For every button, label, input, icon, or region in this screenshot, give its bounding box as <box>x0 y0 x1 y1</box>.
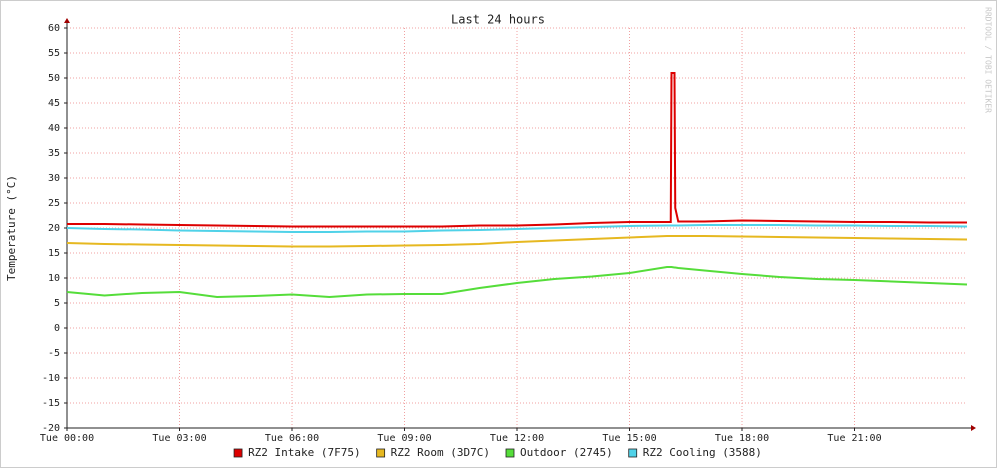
x-tick-label: Tue 12:00 <box>490 433 544 444</box>
legend-swatch <box>628 448 638 458</box>
y-tick-label: 30 <box>48 173 60 184</box>
legend-swatch <box>376 448 386 458</box>
y-tick-label: 55 <box>48 48 60 59</box>
legend-label: RZ2 Intake (7F75) <box>248 446 361 459</box>
legend-swatch <box>233 448 243 458</box>
y-tick-label: -5 <box>48 348 60 359</box>
x-tick-label: Tue 09:00 <box>377 433 431 444</box>
chart-title: Last 24 hours <box>451 13 545 27</box>
y-tick-label: -20 <box>42 423 60 434</box>
y-tick-label: 10 <box>48 273 60 284</box>
y-tick-label: 15 <box>48 248 60 259</box>
y-tick-label: 45 <box>48 98 60 109</box>
y-tick-label: 35 <box>48 148 60 159</box>
x-tick-label: Tue 03:00 <box>152 433 206 444</box>
y-tick-label: -10 <box>42 373 60 384</box>
y-tick-label: -15 <box>42 398 60 409</box>
y-tick-label: 25 <box>48 198 60 209</box>
x-axis-arrow <box>971 425 976 431</box>
x-tick-label: Tue 21:00 <box>827 433 881 444</box>
series-line <box>66 224 968 233</box>
series-line <box>66 266 968 299</box>
y-tick-label: 20 <box>48 223 60 234</box>
y-axis-arrow <box>64 18 70 23</box>
x-tick-label: Tue 00:00 <box>40 433 94 444</box>
x-tick-label: Tue 06:00 <box>265 433 319 444</box>
legend-label: RZ2 Cooling (3588) <box>643 446 762 459</box>
legend-swatch <box>505 448 515 458</box>
y-tick-label: 50 <box>48 73 60 84</box>
series-line <box>67 72 967 228</box>
y-tick-label: 60 <box>48 23 60 34</box>
watermark: RRDTOOL / TOBI OETIKER <box>984 7 993 113</box>
series-line <box>66 235 968 248</box>
x-tick-label: Tue 18:00 <box>715 433 769 444</box>
y-tick-label: 5 <box>54 298 60 309</box>
y-axis-title: Temperature (°C) <box>5 175 18 281</box>
y-tick-label: 0 <box>54 323 60 334</box>
x-tick-label: Tue 15:00 <box>602 433 656 444</box>
y-tick-label: 40 <box>48 123 60 134</box>
legend-label: RZ2 Room (3D7C) <box>391 446 490 459</box>
legend-label: Outdoor (2745) <box>520 446 613 459</box>
